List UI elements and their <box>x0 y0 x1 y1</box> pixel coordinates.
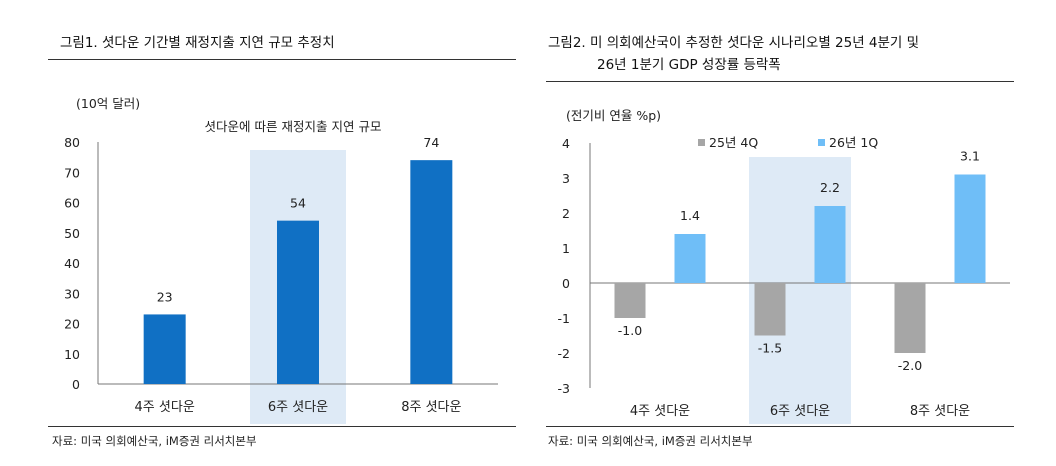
data-label-25년-4Q-6주-셧다운: -1.5 <box>758 341 782 356</box>
figure-2-title-line1: 그림2. 미 의회예산국이 추정한 셧다운 시나리오별 25년 4분기 및 <box>548 35 920 51</box>
bar-25년-4Q-4주-셧다운 <box>614 283 646 318</box>
y-tick-label-10: 10 <box>64 347 80 362</box>
data-label-26년-1Q-4주-셧다운: 1.4 <box>680 208 700 223</box>
bar-4주-셧다운 <box>143 314 186 384</box>
figure-2-bottom-rule <box>546 426 1014 427</box>
y-tick-label-2: 2 <box>562 206 570 221</box>
figure-1-chart: (10억 달러) 셧다운에 따른 재정지출 지연 규모 0 10 20 30 40 50 60 7… <box>64 96 498 424</box>
bar-8주-셧다운 <box>410 160 453 384</box>
y-tick-label--3: -3 <box>558 381 570 396</box>
y-tick-label-3: 3 <box>562 171 570 186</box>
figure-1-source: 자료: 미국 의회예산국, iM증권 리서치본부 <box>52 434 257 448</box>
bar-25년-4Q-8주-셧다운 <box>894 283 926 353</box>
data-label-25년-4Q-8주-셧다운: -2.0 <box>898 358 922 373</box>
x-tick-label-6주-셧다운: 6주 셧다운 <box>770 404 830 419</box>
y-tick-label--2: -2 <box>558 346 570 361</box>
figure-2-chart: (전기비 연율 %p) -3 -2 -1 0 1 2 3 4 25년 4Q 26년 1Q -1.0 -1… <box>558 108 1010 424</box>
y-tick-label-4: 4 <box>562 136 570 151</box>
y-tick-label-0: 0 <box>72 377 80 392</box>
x-tick-label-4주-셧다운: 4주 셧다운 <box>630 404 690 419</box>
figure-2-panel: 그림2. 미 의회예산국이 추정한 셧다운 시나리오별 25년 4분기 및 26… <box>530 0 1056 466</box>
figure-2-title-line2: 26년 1분기 GDP 성장률 등락폭 <box>597 57 781 73</box>
legend-swatch-26년-1Q <box>818 139 825 146</box>
figure-2-source: 자료: 미국 의회예산국, iM증권 리서치본부 <box>548 434 753 448</box>
y-tick-label-40: 40 <box>64 256 80 271</box>
figure-1-bottom-rule <box>48 426 516 427</box>
y-tick-label-60: 60 <box>64 196 80 211</box>
y-tick-label-0: 0 <box>562 276 570 291</box>
bar-26년-1Q-8주-셧다운 <box>954 174 986 283</box>
y-tick-label-20: 20 <box>64 317 80 332</box>
figure-1-title: 그림1. 셧다운 기간별 재정지출 지연 규모 추정치 <box>60 35 335 51</box>
figure-2-title-rule <box>546 81 1014 82</box>
bar-6주-셧다운 <box>277 220 319 384</box>
x-tick-label-8주-셧다운: 8주 셧다운 <box>401 400 461 415</box>
bar-25년-4Q-6주-셧다운 <box>754 283 786 336</box>
y-unit-label: (10억 달러) <box>76 96 140 111</box>
legend-label-26년-1Q: 26년 1Q <box>829 135 878 150</box>
y-unit-label: (전기비 연율 %p) <box>566 108 661 123</box>
y-tick-label-80: 80 <box>64 135 80 150</box>
legend-label-25년-4Q: 25년 4Q <box>709 135 758 150</box>
chart-title: 셧다운에 따른 재정지출 지연 규모 <box>205 119 382 134</box>
y-tick-label-70: 70 <box>64 165 80 180</box>
data-label-8주-셧다운: 74 <box>423 135 439 150</box>
y-tick-label-1: 1 <box>562 241 570 256</box>
bar-26년-1Q-6주-셧다운 <box>814 206 846 283</box>
y-tick-label-50: 50 <box>64 226 80 241</box>
data-label-25년-4Q-4주-셧다운: -1.0 <box>618 323 642 338</box>
legend-swatch-25년-4Q <box>698 139 705 146</box>
bar-26년-1Q-4주-셧다운 <box>674 234 706 283</box>
x-tick-label-4주-셧다운: 4주 셧다운 <box>135 400 195 415</box>
figure-1-title-rule <box>48 59 516 60</box>
x-tick-label-8주-셧다운: 8주 셧다운 <box>910 404 970 419</box>
data-label-4주-셧다운: 23 <box>157 289 173 304</box>
figure-1-panel: 그림1. 셧다운 기간별 재정지출 지연 규모 추정치 (10억 달러) 셧다운에… <box>48 35 516 448</box>
x-tick-label-6주-셧다운: 6주 셧다운 <box>268 400 328 415</box>
y-tick-label--1: -1 <box>558 311 570 326</box>
y-tick-label-30: 30 <box>64 286 80 301</box>
data-label-26년-1Q-8주-셧다운: 3.1 <box>960 149 980 164</box>
data-label-6주-셧다운: 54 <box>290 196 306 211</box>
data-label-26년-1Q-6주-셧다운: 2.2 <box>820 180 840 195</box>
